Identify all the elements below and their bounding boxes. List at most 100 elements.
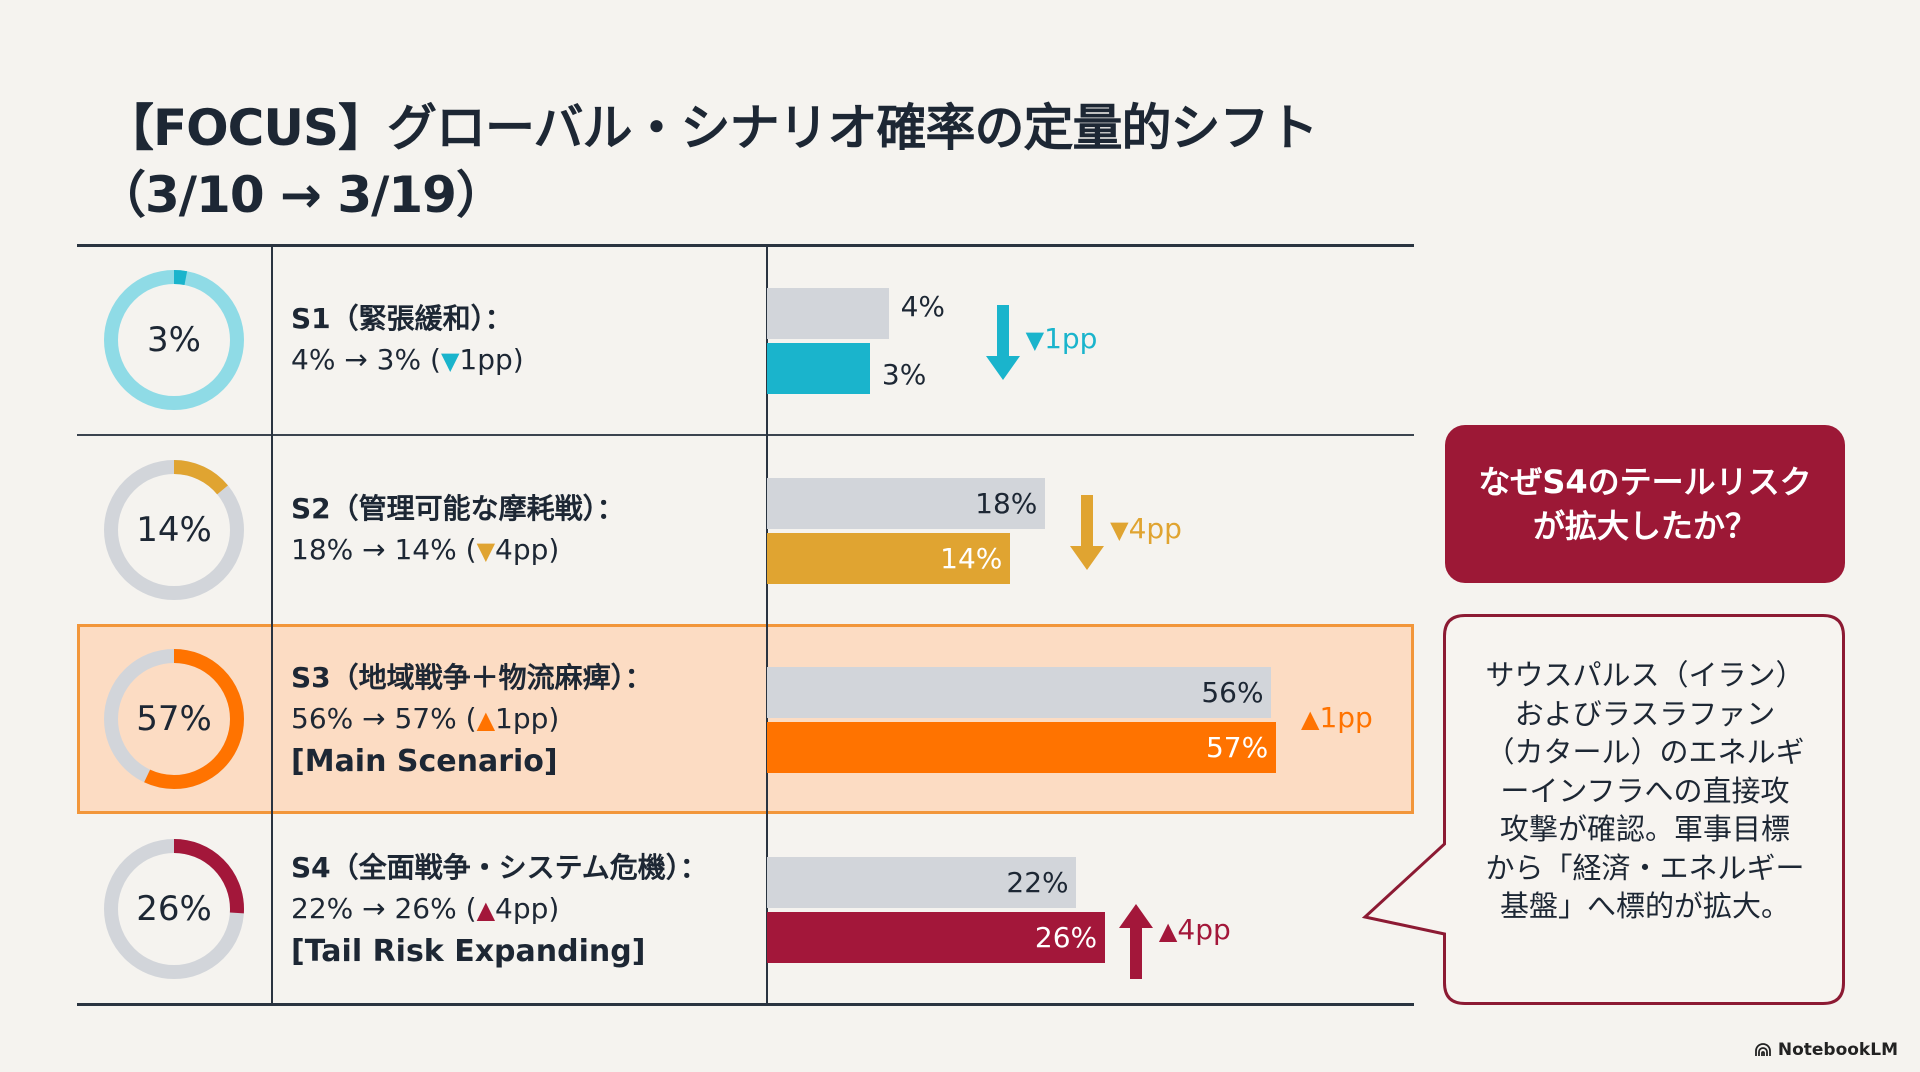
question-line: なぜS4のテールリスク — [1478, 463, 1812, 501]
notebooklm-icon — [1754, 1043, 1771, 1056]
page-title-line1: 【FOCUS】グローバル・シナリオ確率の定量的シフト — [104, 99, 1318, 157]
change-text: 22% → 26% ( — [291, 891, 477, 925]
scenario-change: 22% → 26% (▲4pp) — [291, 888, 708, 931]
bar-previous — [767, 288, 889, 339]
change-triangle-icon: ▼ — [440, 347, 460, 375]
donut-value: 14% — [136, 510, 212, 550]
scenario-label: S1（緊張緩和）： 4% → 3% (▼1pp) — [291, 245, 524, 435]
donut-value: 26% — [136, 889, 212, 929]
notebooklm-logo: NotebookLM — [1754, 1040, 1898, 1060]
row-divider — [77, 434, 1414, 436]
donut-arc — [104, 460, 244, 600]
change-pp: 4pp) — [495, 533, 560, 566]
bar-group: 4% 3% ▼1pp — [767, 245, 1407, 435]
scenario-name: S4（全面戦争・システム危機）： — [291, 850, 708, 884]
main-scenario-highlight — [77, 624, 1414, 814]
scenario-row-3: 57% S3（地域戦争＋物流麻痺）： 56% → 57% (▲1pp) [Mai… — [77, 624, 1414, 814]
scenario-row-2: 14% S2（管理可能な摩耗戦）： 18% → 14% (▼4pp) 18% 1… — [77, 435, 1414, 625]
bar-group: 22% 26% ▲4pp — [767, 814, 1407, 1004]
delta-label: ▼1pp — [1026, 322, 1098, 355]
probability-donut — [104, 649, 244, 789]
arrow-down-icon — [1070, 495, 1105, 570]
triangle-down-icon: ▼ — [1025, 326, 1045, 354]
callout-answer: サウスパルス（イラン） およびラスラファン （カタール）のエネルギ ーインフラへ… — [1460, 656, 1830, 926]
delta-value: 1pp — [1319, 701, 1373, 734]
scenario-tag: [Tail Risk Expanding] — [291, 933, 646, 969]
probability-donut — [104, 270, 244, 410]
change-triangle-icon: ▲ — [476, 895, 496, 924]
answer-line: ーインフラへの直接攻 — [1500, 773, 1790, 808]
answer-line: 基盤」へ標的が拡大。 — [1499, 889, 1790, 923]
scenario-row-1: 3% S1（緊張緩和）： 4% → 3% (▼1pp) 4% 3% ▼1pp — [77, 245, 1414, 435]
change-text: 56% → 57% ( — [291, 701, 477, 735]
answer-line: （カタール）のエネルギ — [1485, 735, 1805, 769]
table-top-rule — [77, 244, 1414, 247]
scenario-row-4: 26% S4（全面戦争・システム危機）： 22% → 26% (▲4pp) [T… — [77, 814, 1414, 1004]
donut-value: 3% — [147, 320, 201, 360]
change-pp: 1pp) — [459, 343, 524, 376]
bar-current — [767, 722, 1276, 773]
delta-label: ▲4pp — [1159, 913, 1231, 946]
scenario-tag: [Main Scenario] — [291, 743, 558, 779]
delta-label: ▼4pp — [1110, 512, 1182, 545]
bar-group: 18% 14% ▼4pp — [767, 435, 1407, 625]
scenario-name: S1（緊張緩和）： — [291, 302, 513, 335]
change-pp: 4pp) — [495, 891, 560, 925]
bar-group: 56% 57% ▲1pp — [767, 624, 1407, 814]
triangle-up-icon: ▲ — [1300, 705, 1320, 733]
answer-line: から「経済・エネルギー — [1485, 850, 1805, 885]
bar-previous-label: 22% — [1006, 866, 1069, 899]
callout-speech-bubble — [1361, 614, 1845, 1005]
scenario-label: S4（全面戦争・システム危機）： 22% → 26% (▲4pp) [Tail … — [291, 814, 708, 1004]
delta-value: 4pp — [1128, 512, 1182, 545]
bar-previous-label: 56% — [1201, 676, 1264, 709]
change-text: 18% → 14% ( — [291, 533, 477, 566]
bar-current — [767, 533, 1011, 584]
delta-label: ▲1pp — [1301, 701, 1373, 734]
donut-arc — [104, 649, 244, 789]
bar-previous-label: 18% — [975, 487, 1038, 520]
question-line: が拡大したか？ — [1532, 507, 1757, 545]
bar-current-label: 3% — [881, 358, 927, 391]
bar-current-label: 57% — [1205, 731, 1269, 764]
bar-previous — [767, 478, 1046, 529]
probability-donut — [104, 839, 244, 979]
scenario-name: S3（地域戦争＋物流麻痺）： — [291, 660, 653, 694]
scenario-name: S2（管理可能な摩耗戦）： — [291, 492, 625, 525]
brand-name: NotebookLM — [1777, 1040, 1898, 1060]
bar-current-label: 26% — [1034, 921, 1098, 954]
scenario-change: 4% → 3% (▼1pp) — [291, 339, 524, 382]
delta-value: 4pp — [1177, 913, 1231, 946]
column-divider — [271, 245, 273, 1004]
change-text: 4% → 3% ( — [291, 343, 441, 376]
donut-arc — [104, 270, 244, 410]
bar-previous-label: 4% — [900, 290, 946, 323]
change-pp: 1pp) — [495, 701, 560, 735]
scenario-change: 56% → 57% (▲1pp) — [291, 698, 653, 741]
answer-line: サウスパルス（イラン） — [1485, 658, 1805, 692]
bar-previous — [767, 857, 1077, 908]
arrow-down-icon — [985, 305, 1020, 380]
probability-donut — [104, 460, 244, 600]
table-bottom-rule — [77, 1003, 1414, 1006]
bar-previous — [767, 667, 1272, 718]
page-title-line2: （3/10 → 3/19） — [96, 166, 506, 224]
scenario-change: 18% → 14% (▼4pp) — [291, 529, 625, 572]
arrow-up-icon — [1118, 904, 1153, 979]
scenario-label: S3（地域戦争＋物流麻痺）： 56% → 57% (▲1pp) [Main Sc… — [291, 624, 653, 814]
donut-arc — [104, 839, 244, 979]
callout-question: なぜS4のテールリスク が拡大したか？ — [1445, 425, 1845, 583]
triangle-down-icon: ▼ — [1110, 516, 1129, 544]
donut-value: 57% — [136, 699, 212, 739]
bar-current — [767, 912, 1105, 963]
change-triangle-icon: ▲ — [476, 705, 496, 734]
triangle-up-icon: ▲ — [1158, 917, 1178, 945]
bar-current-label: 14% — [940, 542, 1003, 575]
delta-value: 1pp — [1044, 322, 1098, 355]
answer-line: およびラスラファン — [1514, 696, 1776, 731]
bar-current — [767, 343, 870, 394]
answer-line: 攻撃が確認。軍事目標 — [1499, 812, 1790, 846]
change-triangle-icon: ▼ — [476, 537, 496, 565]
scenario-label: S2（管理可能な摩耗戦）： 18% → 14% (▼4pp) — [291, 435, 625, 625]
column-divider — [766, 245, 768, 1004]
